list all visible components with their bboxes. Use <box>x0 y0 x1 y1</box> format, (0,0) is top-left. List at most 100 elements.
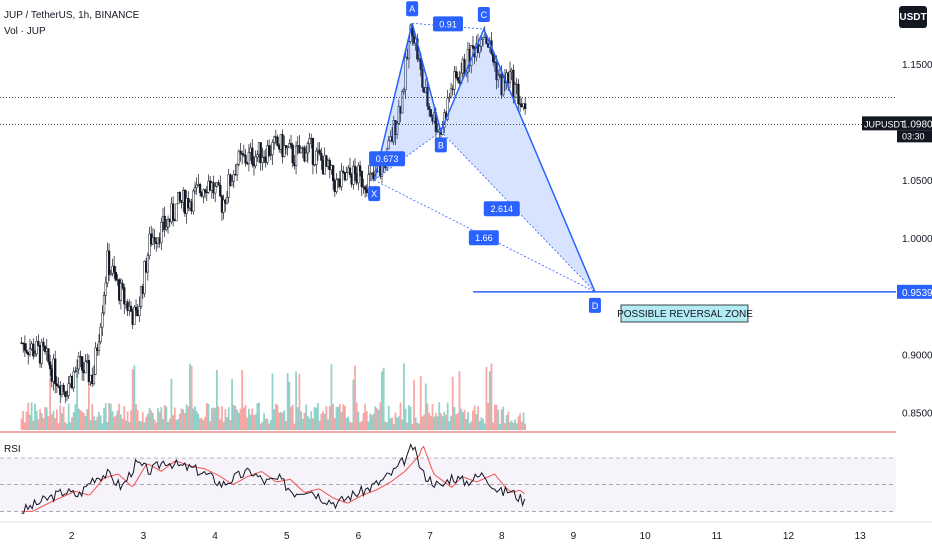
candle-body <box>397 106 400 124</box>
candle-body <box>148 233 151 256</box>
volume-bar <box>344 405 346 430</box>
time-tick-label: 13 <box>855 531 867 542</box>
volume-bar <box>298 373 301 430</box>
candle-body <box>42 341 45 347</box>
candle-body <box>92 374 96 385</box>
volume-bar <box>477 406 479 430</box>
volume-bar <box>241 369 244 430</box>
volume-bar <box>236 409 239 430</box>
volume-bar <box>399 402 402 430</box>
candle-body <box>121 282 124 288</box>
currency-button[interactable]: USDT <box>899 6 927 28</box>
candle-body <box>48 361 52 369</box>
candle-body <box>203 189 207 193</box>
volume-bar <box>187 406 190 430</box>
pattern-ratio-label: 0.91 <box>439 19 457 29</box>
pattern-triangle-bcd <box>440 29 595 292</box>
volume-bar <box>82 412 85 430</box>
candle-body <box>313 164 316 166</box>
volume-bar <box>340 412 343 430</box>
candle-body <box>160 221 163 244</box>
candle-body <box>113 265 116 273</box>
volume-bar <box>116 410 119 430</box>
candle-body <box>28 348 32 356</box>
volume-bar <box>392 423 395 430</box>
volume-bar <box>313 407 316 430</box>
candle-body <box>353 165 357 174</box>
volume-bar <box>377 409 380 430</box>
candle-body <box>40 341 43 364</box>
candle-body <box>57 385 60 387</box>
volume-bar <box>487 402 490 430</box>
volume-bar <box>135 403 137 430</box>
candle-body <box>77 356 80 370</box>
volume-bar <box>237 412 240 430</box>
volume-bar <box>256 403 259 430</box>
volume-bar <box>209 421 212 430</box>
candle-body <box>101 312 104 328</box>
candle-body <box>237 150 240 165</box>
volume-bar <box>276 404 279 430</box>
volume-bar <box>87 383 90 430</box>
volume-bar <box>93 416 95 430</box>
volume-bar <box>226 417 228 430</box>
volume-bar <box>130 410 132 430</box>
volume-bar <box>480 417 483 430</box>
volume-bar <box>162 418 164 430</box>
rsi-legend: RSI <box>4 444 21 455</box>
volume-bar <box>207 403 210 430</box>
candle-body <box>241 153 244 155</box>
volume-bar <box>362 413 365 430</box>
volume-bar <box>197 413 200 430</box>
candle-body <box>235 164 239 176</box>
candle-body <box>261 157 264 163</box>
volume-bar <box>79 410 82 430</box>
volume-bar <box>475 414 478 430</box>
volume-bar <box>347 416 350 430</box>
volume-bar <box>438 402 441 430</box>
price-tick-label: 0.8500 <box>902 409 932 420</box>
candle-body <box>315 150 318 165</box>
volume-bar <box>352 379 355 430</box>
candle-body <box>478 45 481 53</box>
volume-bar <box>320 413 323 430</box>
volume-bar <box>440 413 442 430</box>
volume-bar <box>355 402 358 430</box>
volume-bar <box>468 423 471 430</box>
candle-body <box>205 191 208 194</box>
pattern-point-label: C <box>481 10 488 20</box>
volume-bar <box>472 410 474 430</box>
volume-bar <box>98 411 100 430</box>
candle-body <box>360 170 363 187</box>
candle-body <box>67 383 70 396</box>
pattern-point-label: X <box>371 189 377 199</box>
candle-body <box>134 306 138 311</box>
volume-bar <box>492 422 495 430</box>
volume-bar <box>42 418 45 430</box>
volume-bar <box>210 408 213 430</box>
chart-title: JUP / TetherUS, 1h, BINANCE <box>4 10 140 21</box>
volume-bar <box>418 423 420 430</box>
candle-body <box>299 147 303 154</box>
candle-body <box>87 360 91 383</box>
candle-body <box>404 56 407 90</box>
volume-bar <box>261 421 264 430</box>
candle-body <box>94 347 97 375</box>
volume-legend: Vol · JUP <box>4 26 46 37</box>
candle-body <box>202 189 205 197</box>
time-tick-label: 5 <box>284 531 290 542</box>
volume-bar <box>177 419 180 430</box>
volume-bar <box>386 422 388 430</box>
volume-bar <box>221 406 223 430</box>
volume-bar <box>114 415 117 430</box>
candle-body <box>395 123 399 135</box>
volume-bar <box>497 409 500 430</box>
volume-bar <box>141 412 144 430</box>
volume-bar <box>510 420 513 430</box>
candle-body <box>97 341 101 351</box>
volume-bar <box>76 373 78 430</box>
volume-bar <box>520 422 523 430</box>
candle-body <box>497 74 500 81</box>
candle-body <box>143 261 146 294</box>
